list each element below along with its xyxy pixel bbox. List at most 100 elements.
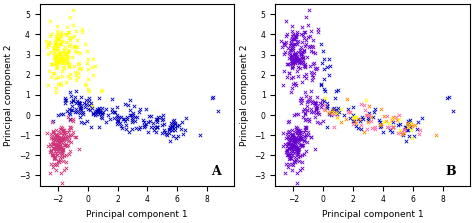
Point: [354, 126, 362, 130]
Point: [118, 126, 126, 130]
Point: [65, 44, 73, 48]
Point: [295, 137, 302, 141]
Point: [55, 161, 63, 164]
Point: [290, 150, 297, 153]
Point: [55, 54, 63, 57]
Point: [140, 123, 148, 127]
Point: [444, 96, 451, 100]
Point: [323, 105, 331, 108]
Point: [316, 122, 323, 125]
Point: [295, 140, 303, 144]
Point: [96, 110, 103, 114]
Point: [301, 90, 309, 94]
Point: [64, 130, 72, 133]
Point: [66, 72, 74, 75]
Point: [83, 62, 91, 65]
Point: [406, 119, 413, 122]
Point: [312, 101, 319, 105]
Point: [368, 126, 375, 130]
Point: [149, 121, 157, 125]
Point: [292, 56, 300, 60]
Point: [284, 152, 292, 156]
Point: [405, 134, 413, 137]
Point: [51, 138, 58, 141]
Point: [46, 143, 54, 146]
Point: [356, 119, 364, 122]
Point: [57, 42, 65, 46]
Point: [59, 130, 67, 133]
Point: [85, 103, 93, 107]
Point: [64, 109, 71, 113]
Point: [130, 105, 137, 108]
Point: [298, 52, 306, 56]
Point: [70, 8, 77, 12]
Point: [77, 104, 85, 107]
Point: [286, 156, 293, 160]
Point: [287, 156, 295, 160]
Point: [293, 153, 301, 156]
Point: [48, 152, 56, 156]
Point: [56, 136, 64, 140]
Point: [94, 108, 101, 112]
Point: [292, 112, 300, 116]
Point: [65, 36, 73, 40]
Point: [63, 98, 70, 101]
Point: [153, 126, 161, 129]
Point: [286, 52, 294, 55]
Point: [327, 110, 334, 113]
Point: [292, 147, 300, 151]
Point: [52, 57, 60, 61]
Point: [290, 37, 298, 41]
Point: [81, 82, 89, 86]
Point: [329, 108, 337, 112]
Point: [284, 142, 292, 145]
Point: [331, 107, 338, 110]
Point: [280, 43, 288, 46]
Point: [56, 145, 64, 149]
Point: [53, 37, 60, 41]
Point: [401, 131, 408, 134]
Point: [280, 144, 287, 147]
Point: [320, 57, 328, 61]
Point: [305, 98, 312, 102]
Point: [61, 168, 68, 172]
Point: [54, 159, 62, 162]
Point: [337, 120, 345, 124]
Point: [289, 135, 297, 138]
Point: [299, 50, 307, 54]
Point: [293, 171, 301, 175]
Point: [312, 111, 319, 115]
Point: [126, 108, 133, 112]
Point: [174, 134, 182, 138]
Point: [50, 43, 58, 47]
Point: [50, 163, 57, 166]
Point: [62, 52, 69, 55]
Point: [166, 126, 174, 129]
Point: [95, 112, 102, 115]
Point: [74, 75, 82, 79]
Point: [88, 104, 95, 108]
Point: [289, 59, 297, 62]
Point: [334, 111, 341, 115]
Point: [314, 27, 322, 31]
Point: [294, 182, 301, 185]
Point: [292, 155, 299, 158]
Point: [349, 122, 356, 126]
Point: [55, 56, 62, 59]
Point: [102, 107, 109, 111]
Point: [334, 112, 341, 116]
Point: [295, 135, 302, 139]
Point: [289, 29, 296, 33]
Point: [288, 56, 296, 60]
Point: [407, 126, 414, 129]
Point: [73, 50, 81, 53]
Point: [394, 123, 401, 127]
Point: [291, 137, 299, 140]
Point: [298, 61, 305, 64]
Point: [52, 147, 59, 150]
Point: [113, 122, 121, 126]
Point: [283, 149, 291, 153]
Text: A: A: [211, 165, 220, 178]
Point: [57, 58, 64, 61]
Point: [56, 142, 64, 145]
